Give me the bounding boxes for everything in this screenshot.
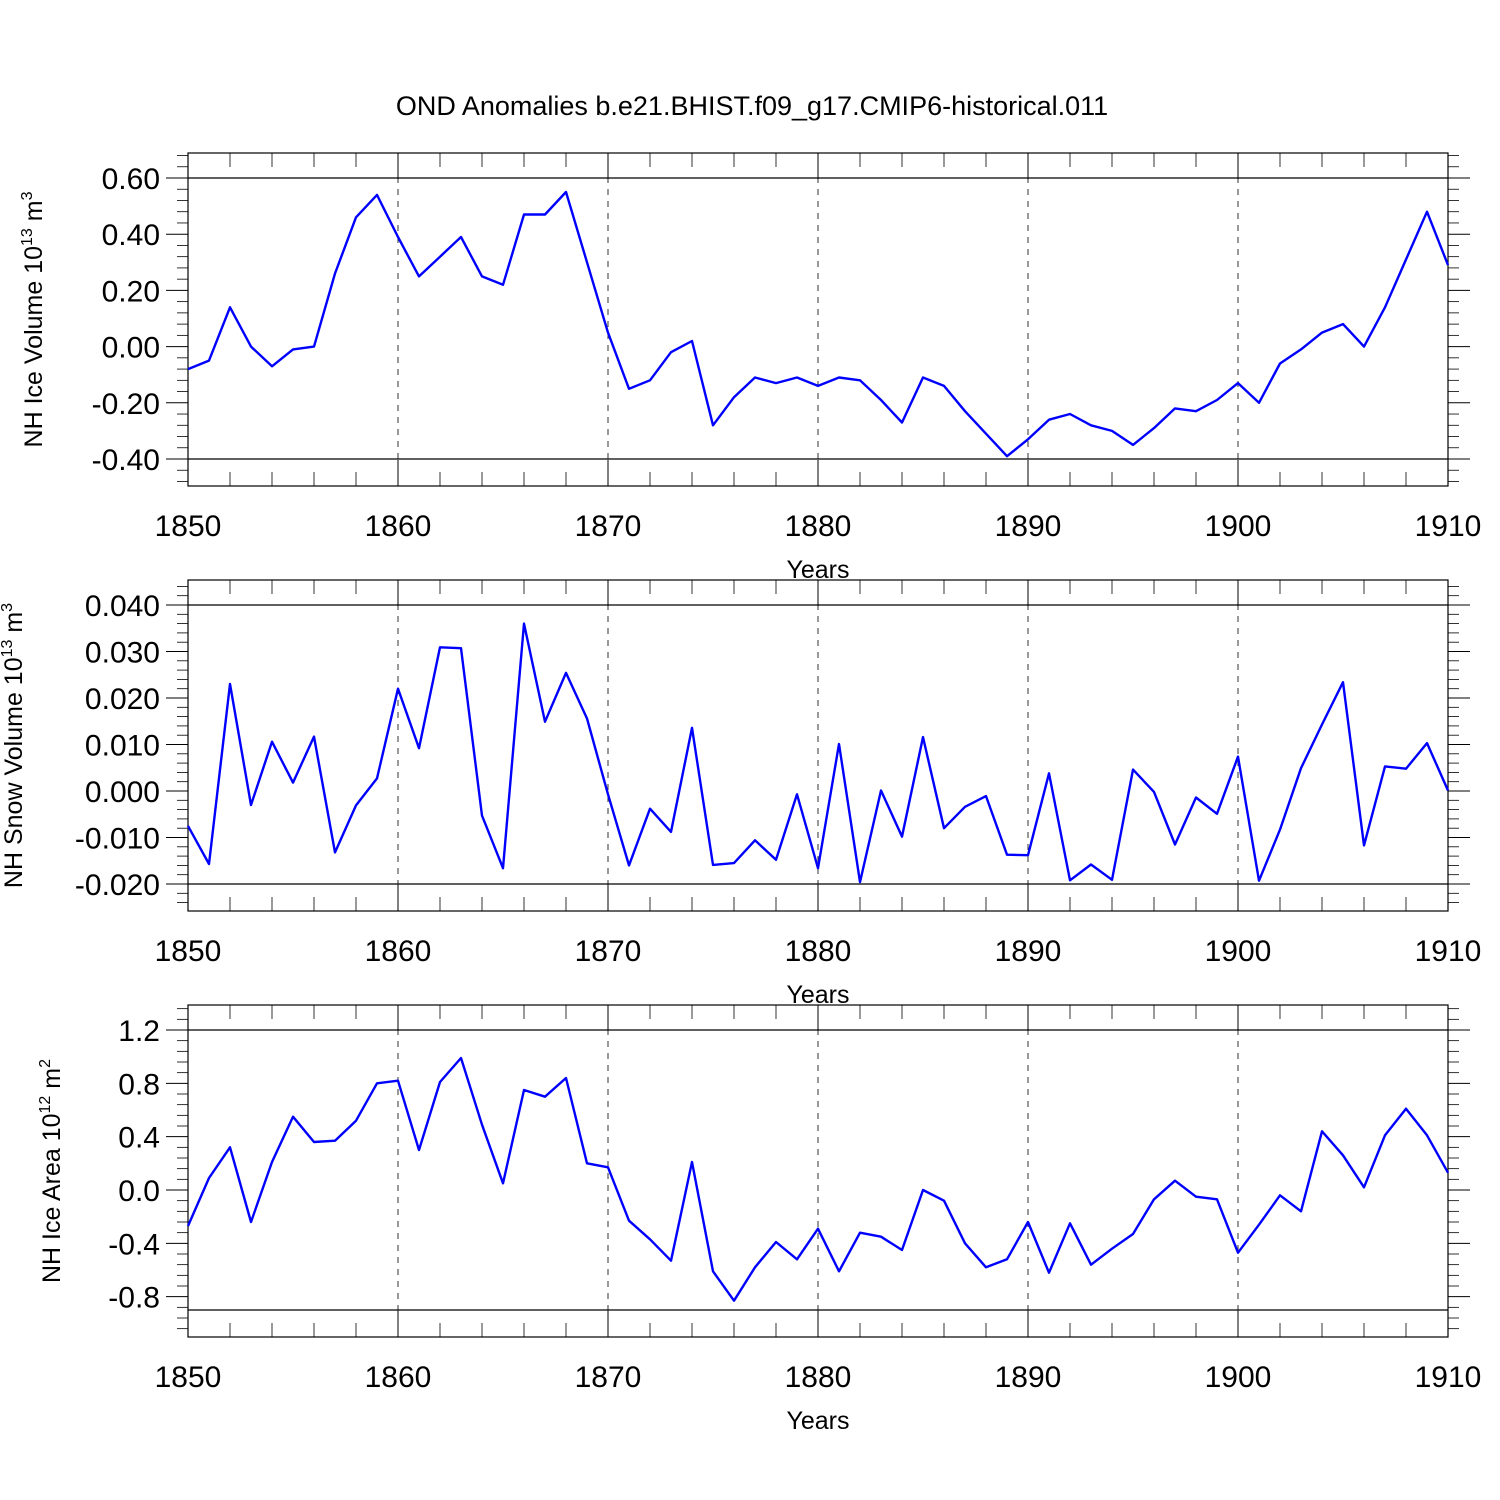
series-line-nh-ice-volume xyxy=(187,190,1450,458)
x-tick-label: 1870 xyxy=(575,935,642,968)
panel-2: 1850 1860 1870 1880 1890 1900 1910 Years -0.020 -… xyxy=(0,579,1482,1009)
y-tick-label: 0.00 xyxy=(102,332,160,365)
panel-3: 1850 1860 1870 1880 1890 1900 1910 Years -0.8 -0.… xyxy=(37,1004,1482,1435)
y-tick-label: 0.0 xyxy=(118,1175,160,1208)
x-tick-label: 1880 xyxy=(785,510,852,543)
x-tick-label: 1880 xyxy=(785,935,852,968)
x-axis-title: Years xyxy=(786,981,849,1009)
y-axis-title: NH Ice Area 1012 m2 xyxy=(37,1059,66,1283)
y-tick-label: -0.4 xyxy=(108,1228,160,1261)
x-tick-label: 1900 xyxy=(1205,935,1272,968)
y-tick-label: 0.40 xyxy=(102,219,160,252)
y-axis-title: NH Snow Volume 1013 m3 xyxy=(0,603,28,888)
y-tick-label: -0.010 xyxy=(75,823,160,856)
y-tick-label: 1.2 xyxy=(118,1015,160,1048)
chart-title: OND Anomalies b.e21.BHIST.f09_g17.CMIP6-… xyxy=(396,91,1108,121)
x-axis-title: Years xyxy=(786,1407,849,1435)
x-tick-label: 1860 xyxy=(365,1361,432,1394)
y-tick-label: 0.60 xyxy=(102,163,160,196)
y-tick-label: -0.40 xyxy=(92,444,160,477)
x-tick-label: 1910 xyxy=(1415,1361,1482,1394)
x-tick-label: 1890 xyxy=(995,510,1062,543)
y-tick-label: -0.8 xyxy=(108,1282,160,1315)
x-tick-label: 1850 xyxy=(155,935,222,968)
x-tick-label: 1900 xyxy=(1205,510,1272,543)
y-tick-label: -0.020 xyxy=(75,869,160,902)
y-axis-title: NH Ice Volume 1013 m3 xyxy=(19,191,48,447)
x-tick-label: 1890 xyxy=(995,1361,1062,1394)
y-tick-label: 0.030 xyxy=(85,637,160,670)
panel-1: 1850 1860 1870 1880 1890 1900 1910 Years -0.40 -0… xyxy=(19,152,1482,584)
x-tick-label: 1860 xyxy=(365,510,432,543)
x-tick-label: 1850 xyxy=(155,1361,222,1394)
y-tick-label: 0.8 xyxy=(118,1068,160,1101)
x-tick-label: 1870 xyxy=(575,510,642,543)
y-tick-label: 0.4 xyxy=(118,1122,160,1155)
y-tick-label: 0.040 xyxy=(85,590,160,623)
y-tick-label: 0.010 xyxy=(85,730,160,763)
y-tick-label: -0.20 xyxy=(92,388,160,421)
x-tick-label: 1910 xyxy=(1415,935,1482,968)
x-tick-label: 1900 xyxy=(1205,1361,1272,1394)
y-tick-label: 0.000 xyxy=(85,776,160,809)
y-tick-label: 0.20 xyxy=(102,275,160,308)
x-axis-title: Years xyxy=(786,556,849,584)
x-tick-label: 1860 xyxy=(365,935,432,968)
x-tick-label: 1870 xyxy=(575,1361,642,1394)
x-tick-label: 1850 xyxy=(155,510,222,543)
series-line-nh-ice-area xyxy=(186,1056,1450,1302)
x-tick-label: 1890 xyxy=(995,935,1062,968)
series-line-nh-snow-volume xyxy=(186,622,1450,884)
x-tick-label: 1910 xyxy=(1415,510,1482,543)
x-tick-label: 1880 xyxy=(785,1361,852,1394)
y-tick-label: 0.020 xyxy=(85,683,160,716)
